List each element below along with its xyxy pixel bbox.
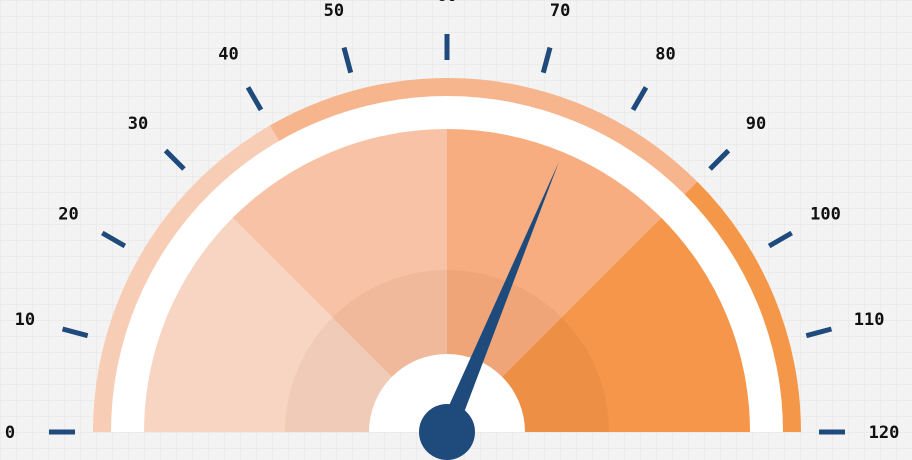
sector-2	[447, 129, 662, 432]
tick-30	[163, 148, 186, 171]
gauge-needle	[419, 162, 559, 460]
tick-label-80: 80	[655, 45, 675, 65]
needle-hub	[419, 404, 475, 460]
rim-segment-0	[93, 125, 280, 433]
inner-shadow-ring	[285, 270, 609, 432]
rim-segment-1	[270, 78, 698, 196]
tick-label-60: 60	[437, 0, 457, 6]
tick-label-0: 0	[5, 423, 15, 443]
tick-80	[630, 86, 649, 112]
gauge-sectors	[144, 129, 750, 432]
tick-label-110: 110	[854, 310, 885, 330]
tick-70	[540, 46, 553, 74]
tick-label-70: 70	[550, 1, 570, 21]
tick-110	[805, 326, 833, 339]
tick-label-100: 100	[810, 205, 841, 225]
tick-label-50: 50	[324, 1, 344, 21]
tick-50	[341, 46, 354, 74]
tick-label-30: 30	[128, 114, 148, 134]
tick-label-120: 120	[869, 423, 900, 443]
tick-90	[708, 148, 731, 171]
gauge-tick-labels: 0 10 20 30 40 50 60 70 80 90 100 110 120	[5, 0, 899, 443]
tick-10	[61, 326, 89, 339]
sector-3	[447, 217, 750, 432]
tick-20	[101, 230, 127, 249]
hub-backing	[369, 354, 525, 432]
needle-pointer	[438, 162, 559, 436]
tick-label-40: 40	[218, 45, 238, 65]
tick-label-90: 90	[746, 114, 766, 134]
gauge-inner-overlay	[285, 270, 609, 432]
tick-100	[767, 230, 793, 249]
tick-label-10: 10	[15, 310, 35, 330]
tick-label-20: 20	[58, 205, 78, 225]
sector-1	[232, 129, 447, 432]
tick-40	[245, 86, 264, 112]
sector-0	[144, 217, 447, 432]
gauge-ticks	[49, 34, 845, 435]
